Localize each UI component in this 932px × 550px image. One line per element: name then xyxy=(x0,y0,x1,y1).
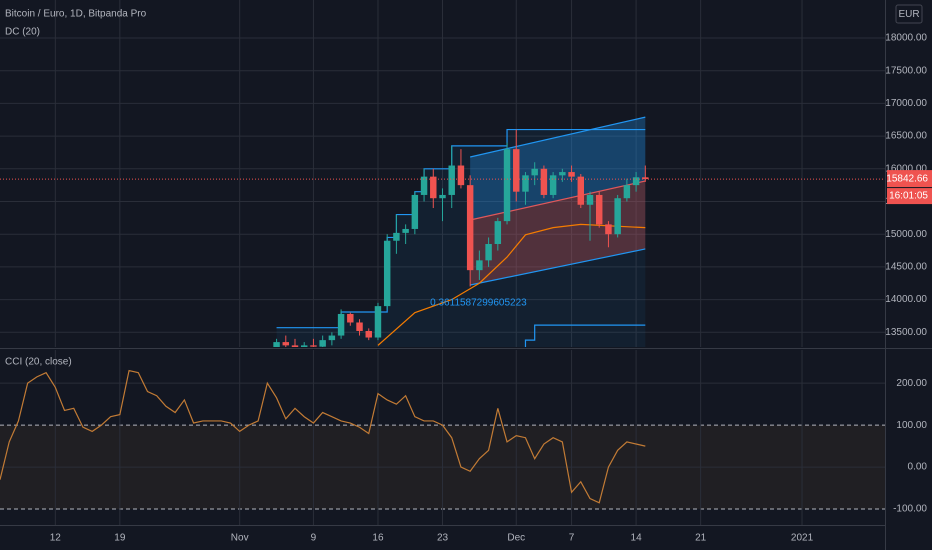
candle-body xyxy=(328,335,336,341)
price-pane: 0.3611587299605223 xyxy=(0,0,885,347)
x-tick-label: Dec xyxy=(507,533,525,544)
indicator-title: DC (20) xyxy=(5,27,40,38)
candle-body xyxy=(448,165,455,195)
candle-body xyxy=(356,322,363,331)
regression-upper-fill xyxy=(470,117,646,220)
candle-body xyxy=(420,176,428,195)
candle-body xyxy=(402,228,409,233)
y-tick-label: 16000.00 xyxy=(885,163,927,174)
candle-body xyxy=(337,313,345,336)
candle-body xyxy=(586,194,594,205)
y-tick-label: 15000.00 xyxy=(885,229,927,240)
regression-lower xyxy=(470,248,646,286)
candle-body xyxy=(411,194,419,229)
candle-body xyxy=(466,185,474,271)
x-tick-label: 23 xyxy=(437,533,449,544)
x-tick-label: 9 xyxy=(311,533,317,544)
currency-button[interactable] xyxy=(895,4,923,24)
candle-body xyxy=(577,176,585,205)
candle-body xyxy=(430,176,437,199)
cci-line xyxy=(0,369,646,504)
candle-body xyxy=(513,149,520,192)
currency-label[interactable]: EUR xyxy=(898,9,919,20)
y-tick-label: 16500.00 xyxy=(885,131,927,142)
candle-body xyxy=(503,149,511,222)
regression-upper xyxy=(470,116,646,158)
cci-title: CCI (20, close) xyxy=(5,357,72,368)
x-tick-label: 7 xyxy=(569,533,575,544)
candle-body xyxy=(605,224,612,235)
candle-body xyxy=(383,240,391,307)
candle-body xyxy=(273,342,280,347)
axes: 13500.0014000.0014500.0015000.0015500.00… xyxy=(50,33,932,544)
candle-body xyxy=(374,306,382,338)
cci-pane xyxy=(0,350,885,525)
regression-label: 0.3611587299605223 xyxy=(430,298,527,309)
candle-body xyxy=(614,198,621,235)
channel-lower xyxy=(524,324,646,347)
candle-body xyxy=(291,345,299,347)
candle-body xyxy=(439,194,446,199)
candle-body xyxy=(282,342,290,346)
candle-body xyxy=(457,165,465,186)
candle-body xyxy=(300,345,308,347)
x-tick-label: 2021 xyxy=(791,533,814,544)
x-tick-label: 16 xyxy=(372,533,384,544)
x-tick-label: 14 xyxy=(631,533,643,544)
y-tick-label: 0.00 xyxy=(908,462,928,473)
y-tick-label: 14000.00 xyxy=(885,294,927,305)
y-tick-label: 13500.00 xyxy=(885,327,927,338)
channel-basis xyxy=(377,223,646,346)
candle-body xyxy=(632,177,640,186)
candle-body xyxy=(494,221,502,244)
y-tick-label: 200.00 xyxy=(896,378,927,389)
candle-body xyxy=(393,232,400,241)
candle-body xyxy=(531,168,538,176)
candle-body xyxy=(476,260,483,271)
x-tick-label: 21 xyxy=(695,533,707,544)
countdown-label: 16:01:05 xyxy=(889,191,928,202)
y-tick-label: 18000.00 xyxy=(885,33,927,44)
countdown-box xyxy=(887,188,932,205)
candle-body xyxy=(540,168,548,195)
last-price-box xyxy=(887,170,932,188)
x-tick-label: 12 xyxy=(50,533,62,544)
symbol-title: Bitcoin / Euro, 1D, Bitpanda Pro xyxy=(5,9,147,20)
candle-body xyxy=(568,172,575,177)
candle-body xyxy=(559,172,566,176)
candle-body xyxy=(595,194,603,225)
candle-body xyxy=(623,185,631,199)
candle-body xyxy=(347,313,354,323)
candle-body xyxy=(319,340,326,347)
y-tick-label: -100.00 xyxy=(893,504,927,515)
candle-body xyxy=(522,175,529,192)
y-tick-label: 100.00 xyxy=(896,420,927,431)
y-tick-label: 14500.00 xyxy=(885,262,927,273)
y-tick-label: 17000.00 xyxy=(885,98,927,109)
x-tick-label: Nov xyxy=(231,533,249,544)
candle-body xyxy=(365,330,372,338)
regression-middle xyxy=(470,180,646,221)
candle-body xyxy=(485,243,492,261)
candle-body xyxy=(310,345,317,347)
y-tick-label: 17500.00 xyxy=(885,65,927,76)
x-tick-label: 19 xyxy=(114,533,126,544)
last-price-label: 15842.66 xyxy=(886,174,928,185)
candle-body xyxy=(642,177,649,180)
candle-body xyxy=(549,175,557,195)
